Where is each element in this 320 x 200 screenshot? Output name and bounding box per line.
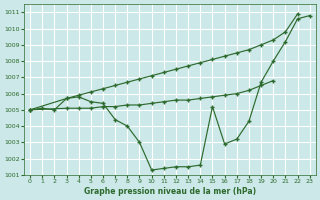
X-axis label: Graphe pression niveau de la mer (hPa): Graphe pression niveau de la mer (hPa): [84, 187, 256, 196]
